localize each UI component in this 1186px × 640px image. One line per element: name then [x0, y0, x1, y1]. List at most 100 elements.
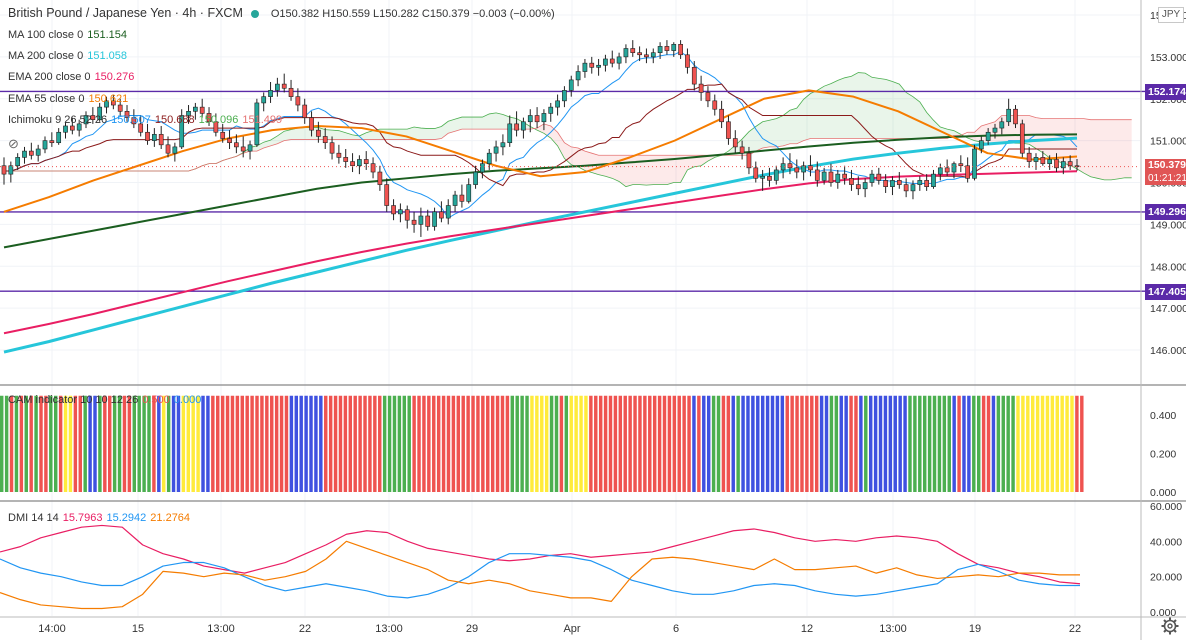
cam-bar	[1040, 395, 1045, 492]
cam-bar	[633, 395, 637, 492]
candle-body	[910, 184, 916, 192]
cam-bar	[29, 395, 33, 492]
candle	[500, 134, 506, 156]
cam-bar	[711, 395, 716, 492]
candle	[773, 165, 779, 185]
cam-bar	[279, 395, 284, 492]
legend-ema200[interactable]: EMA 200 close 0 150.276	[8, 71, 134, 83]
dmi-legend[interactable]: DMI 14 14 15.7963 15.2942 21.2764	[8, 512, 190, 524]
cam-bar	[176, 395, 181, 492]
candle	[165, 136, 171, 158]
cam-bar	[348, 395, 353, 492]
dmi-tick-label: 60.000	[1150, 501, 1182, 513]
price-axis[interactable]: 146.000147.000148.000149.000150.000151.0…	[1150, 10, 1186, 619]
legend-ema200-value: 150.276	[94, 71, 135, 83]
candle-body	[22, 150, 27, 158]
candle	[391, 199, 396, 221]
dmi-tick-label: 0.000	[1150, 607, 1176, 619]
cam-bar	[981, 395, 986, 492]
currency-button[interactable]: JPY	[1158, 7, 1184, 23]
candle	[760, 169, 765, 191]
candle	[1054, 153, 1059, 173]
candle-body	[377, 171, 383, 185]
cam-bar	[14, 395, 19, 492]
cam-bar	[451, 395, 456, 492]
cam-bar	[407, 395, 411, 492]
legend-ma100[interactable]: MA 100 close 0 151.154	[8, 29, 127, 41]
candle	[685, 48, 690, 74]
candle	[527, 109, 533, 133]
cam-bar	[191, 395, 195, 492]
cam-bar	[942, 395, 947, 492]
legend-collapse[interactable]: ⊘	[8, 136, 118, 151]
cam-bar	[343, 395, 348, 492]
cam-bar	[422, 395, 426, 492]
legend-ichimoku[interactable]: Ichimoku 9 26 52 26 150.507 150.688 150.096…	[8, 114, 282, 126]
legend-ma200[interactable]: MA 200 close 0 151.058	[8, 50, 127, 62]
cam-bar	[652, 395, 657, 492]
cam-bar	[687, 395, 691, 492]
candle-body	[821, 171, 827, 181]
candle	[589, 56, 595, 74]
candle	[726, 115, 731, 145]
level-tag-3[interactable]: 147.405	[1145, 284, 1186, 300]
cam-bar	[299, 395, 303, 492]
cam-bar	[721, 395, 726, 492]
cam-bar	[716, 395, 721, 492]
cam-bar	[122, 395, 127, 492]
settings-gear-icon[interactable]	[1160, 616, 1180, 636]
time-axis[interactable]: 14:00 15 13:00 22 13:00 29 Apr 6 12 13:00 19 22	[38, 623, 1081, 635]
cam-bar	[1070, 395, 1074, 492]
candle	[411, 211, 417, 233]
candle	[213, 113, 219, 137]
legend-ema55[interactable]: EMA 55 close 0 150.621	[8, 93, 128, 105]
cam-bar	[922, 395, 927, 492]
candle-body	[145, 131, 150, 141]
candle-body	[712, 100, 718, 110]
candle-body	[719, 108, 724, 123]
level-tag-1[interactable]: 152.174	[1145, 84, 1186, 100]
x-tick-label: 6	[673, 623, 679, 635]
cam-bar	[112, 395, 117, 492]
candle-body	[773, 169, 779, 181]
candle	[418, 207, 424, 237]
candle	[343, 149, 349, 168]
candle-body	[206, 113, 212, 123]
candle-body	[418, 215, 424, 225]
hide-eye-icon: ⊘	[8, 136, 19, 151]
cam-legend[interactable]: CAM indicator 10 10 12 26 0.500 0.000	[8, 394, 201, 406]
cam-bar	[152, 395, 156, 492]
candle-body	[281, 83, 287, 89]
cam-bar	[751, 395, 755, 492]
cam-bar	[328, 395, 333, 492]
cam-bar	[903, 395, 907, 492]
cam-legend-value-1: 0.500	[142, 394, 170, 406]
cam-bar	[260, 395, 264, 492]
candle	[377, 165, 383, 191]
candle-body	[978, 140, 984, 150]
candle-body	[398, 209, 403, 215]
candle	[541, 109, 547, 131]
symbol-title[interactable]: British Pound / Japanese Yen · 4h · FXCM…	[8, 6, 555, 20]
x-tick-label: 12	[801, 623, 813, 635]
current-price-tag[interactable]: 150.379 01:21:21	[1145, 159, 1186, 185]
candle-body	[1060, 161, 1066, 169]
candle	[322, 128, 328, 149]
candle	[691, 61, 697, 91]
candle	[1, 157, 7, 185]
candle-body	[678, 44, 683, 56]
cam-bar	[142, 395, 146, 492]
candle	[1033, 153, 1039, 170]
candle	[712, 94, 718, 116]
cam-bar	[250, 395, 254, 492]
candle-body	[944, 167, 950, 173]
cam-bar	[952, 395, 956, 492]
cam-bar	[736, 395, 740, 492]
current-price-value: 150.379	[1148, 159, 1186, 171]
level-tag-2[interactable]: 149.296	[1145, 204, 1186, 220]
cam-bar	[986, 395, 991, 492]
candle	[486, 149, 492, 170]
cam-bar	[746, 395, 750, 492]
